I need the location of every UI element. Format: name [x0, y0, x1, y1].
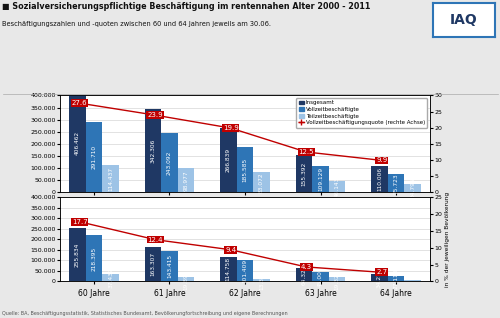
Bar	[161, 251, 178, 281]
Text: 266.839: 266.839	[226, 148, 231, 172]
Text: 185.585: 185.585	[242, 158, 248, 182]
Text: 45.007: 45.007	[318, 266, 323, 287]
Text: 291.710: 291.710	[92, 145, 96, 169]
Bar	[161, 134, 178, 192]
Bar	[296, 155, 312, 192]
Text: 243.092: 243.092	[167, 151, 172, 175]
Bar	[254, 172, 270, 192]
Bar	[69, 228, 86, 281]
Bar	[236, 147, 254, 192]
Text: 19.320: 19.320	[334, 269, 340, 290]
Text: 27.113: 27.113	[394, 268, 398, 289]
Text: 101.409: 101.409	[242, 259, 248, 283]
Bar	[312, 272, 329, 281]
Legend: Insgesamt, Vollzeitbeschäftigte, Teilzeitbeschäftigte, Vollzeitbeschäftigungsquo: Insgesamt, Vollzeitbeschäftigte, Teilzei…	[296, 98, 427, 128]
Text: 4.3: 4.3	[300, 264, 312, 270]
Text: 34.274: 34.274	[377, 267, 382, 288]
Bar	[404, 184, 421, 192]
Text: 155.392: 155.392	[302, 162, 306, 186]
Text: 12.4: 12.4	[148, 237, 163, 243]
Bar	[236, 260, 254, 281]
Text: 37.439: 37.439	[108, 267, 113, 288]
Bar	[144, 109, 161, 192]
Bar	[144, 247, 161, 281]
Bar	[86, 235, 102, 281]
Bar	[296, 268, 312, 281]
Text: 23.9: 23.9	[148, 112, 163, 118]
Bar	[178, 277, 194, 281]
Text: 110.006: 110.006	[377, 167, 382, 191]
Bar	[69, 94, 86, 192]
Text: 12.5: 12.5	[298, 149, 314, 155]
Text: 19.9: 19.9	[223, 125, 238, 131]
Text: 114.437: 114.437	[108, 166, 113, 190]
Bar	[371, 166, 388, 192]
Bar	[178, 169, 194, 192]
Text: 75.723: 75.723	[394, 173, 398, 194]
Bar	[220, 257, 236, 281]
Text: 342.306: 342.306	[150, 139, 156, 163]
Text: 9.9: 9.9	[376, 157, 388, 163]
Bar	[388, 276, 404, 281]
Bar	[254, 279, 270, 281]
Text: 27.6: 27.6	[72, 100, 88, 106]
Text: 98.977: 98.977	[184, 170, 188, 191]
Text: 46.143: 46.143	[334, 176, 340, 197]
Bar	[404, 280, 421, 281]
Text: 83.072: 83.072	[259, 172, 264, 193]
Bar	[388, 174, 404, 192]
Text: 19.892: 19.892	[184, 269, 188, 290]
Text: 2.7: 2.7	[376, 269, 387, 275]
Bar	[371, 274, 388, 281]
Y-axis label: in % der jeweiligen Bevölkerung: in % der jeweiligen Bevölkerung	[445, 192, 450, 287]
Text: 17.7: 17.7	[72, 219, 88, 225]
Text: ■ Sozialversicherungspflichtige Beschäftigung im rentennahen Alter 2000 - 2011: ■ Sozialversicherungspflichtige Beschäft…	[2, 2, 371, 10]
Text: 9.4: 9.4	[225, 247, 236, 253]
Text: 114.758: 114.758	[226, 257, 231, 281]
Bar	[102, 165, 119, 192]
Text: Beschäftigungszahlen und -quoten zwischen 60 und 64 Jahren jeweils am 30.06.: Beschäftigungszahlen und -quoten zwische…	[2, 21, 272, 27]
Bar	[312, 166, 329, 192]
Text: IAQ: IAQ	[450, 13, 477, 27]
Text: 255.834: 255.834	[75, 242, 80, 267]
Text: 109.129: 109.129	[318, 167, 323, 191]
Bar	[220, 128, 236, 192]
Text: 163.307: 163.307	[150, 252, 156, 276]
Bar	[86, 122, 102, 192]
Text: Quelle: BA, Beschäftigungsstatistik, Statistisches Bundesamt, Bevölkerungfortsch: Quelle: BA, Beschäftigungsstatistik, Sta…	[2, 311, 288, 316]
Text: 143.415: 143.415	[167, 254, 172, 278]
Text: 406.462: 406.462	[75, 131, 80, 155]
Text: 64.327: 64.327	[302, 264, 306, 285]
Bar	[329, 181, 345, 192]
Text: 34.795: 34.795	[410, 178, 415, 198]
Text: 13.349: 13.349	[259, 270, 264, 290]
Text: 218.395: 218.395	[92, 246, 96, 271]
Bar	[102, 273, 119, 281]
Bar	[329, 277, 345, 281]
